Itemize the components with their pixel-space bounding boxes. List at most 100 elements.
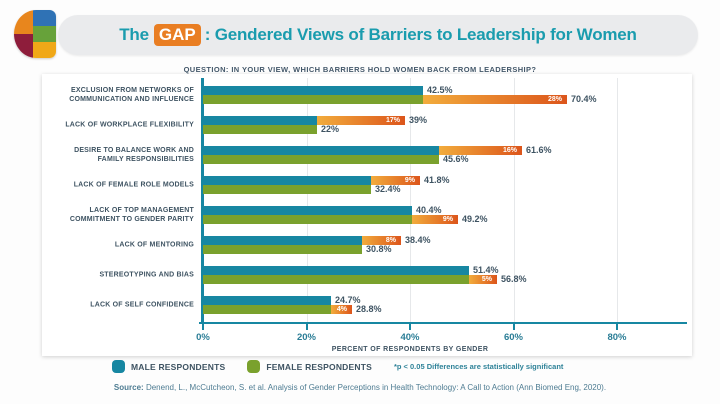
gridline bbox=[410, 78, 411, 322]
female-bar-segment bbox=[203, 185, 371, 194]
bar-pair: 24.7% 4% 28.8% bbox=[203, 296, 382, 314]
gap-segment: 5% bbox=[469, 275, 497, 284]
female-bar-segment bbox=[203, 215, 412, 224]
gap-segment: 9% bbox=[412, 215, 458, 224]
chart-row: EXCLUSION FROM NETWORKS OF COMMUNICATION… bbox=[42, 80, 692, 110]
bar-pair: 17% 39% 22% bbox=[203, 116, 427, 134]
female-bar: 28% 70.4% bbox=[203, 95, 597, 104]
gap-value-label: 8% bbox=[385, 237, 396, 244]
x-tick bbox=[512, 322, 515, 330]
male-bar: 42.5% bbox=[203, 86, 597, 95]
value-label: 22% bbox=[321, 124, 340, 134]
chart-row: LACK OF MENTORING 8% 38.4% 30.8% bbox=[42, 230, 692, 260]
chart-card: EXCLUSION FROM NETWORKS OF COMMUNICATION… bbox=[42, 74, 692, 356]
source-line: Source: Denend, L., McCutcheon, S. et al… bbox=[0, 383, 720, 392]
gap-segment: 16% bbox=[439, 146, 522, 155]
female-bar: 32.4% bbox=[203, 185, 450, 194]
chart-row: STEREOTYPING AND BIAS 51.4% 5% 56.8% bbox=[42, 260, 692, 290]
gap-segment: 17% bbox=[317, 116, 405, 125]
value-label: 51.4% bbox=[473, 265, 499, 275]
bar-pair: 51.4% 5% 56.8% bbox=[203, 266, 527, 284]
category-label: LACK OF MENTORING bbox=[114, 241, 194, 249]
gap-segment: 28% bbox=[423, 95, 567, 104]
logo bbox=[14, 10, 56, 58]
logo-cell-yellow bbox=[32, 42, 56, 58]
male-bar: 16% 61.6% bbox=[203, 146, 552, 155]
value-label: 45.6% bbox=[443, 154, 469, 164]
legend-item-female: FEMALE RESPONDENTS bbox=[247, 360, 372, 373]
female-bar: 5% 56.8% bbox=[203, 275, 527, 284]
bar-pair: 8% 38.4% 30.8% bbox=[203, 236, 431, 254]
x-tick-label: 80% bbox=[607, 332, 627, 343]
category-label: LACK OF FEMALE ROLE MODELS bbox=[73, 181, 194, 189]
male-bar-segment bbox=[203, 176, 371, 185]
legend-female-label: FEMALE RESPONDENTS bbox=[266, 361, 372, 372]
bar-pair: 40.4% 9% 49.2% bbox=[203, 206, 488, 224]
header: The GAP : Gendered Views of Barriers to … bbox=[0, 10, 720, 60]
x-tick-label: 20% bbox=[296, 332, 316, 343]
female-bar-segment bbox=[203, 275, 469, 284]
female-bar-segment bbox=[203, 95, 423, 104]
category-label: STEREOTYPING AND BIAS bbox=[99, 271, 194, 279]
gap-segment: 9% bbox=[371, 176, 420, 185]
value-label: 42.5% bbox=[427, 85, 453, 95]
x-tick bbox=[409, 322, 411, 330]
value-label: 24.7% bbox=[335, 295, 361, 305]
x-tick-label: 40% bbox=[400, 332, 420, 343]
chart-question: QUESTION: IN YOUR VIEW, WHICH BARRIERS H… bbox=[183, 65, 537, 74]
bar-pair: 16% 61.6% 45.6% bbox=[203, 146, 552, 164]
female-bar: 45.6% bbox=[203, 155, 552, 164]
chart-row: LACK OF FEMALE ROLE MODELS 9% 41.8% 32.4% bbox=[42, 170, 692, 200]
category-label: EXCLUSION FROM NETWORKS OF COMMUNICATION… bbox=[69, 86, 194, 103]
gap-segment: 8% bbox=[362, 236, 401, 245]
value-label: 30.8% bbox=[366, 244, 392, 254]
gridline bbox=[513, 78, 515, 322]
female-bar: 9% 49.2% bbox=[203, 215, 488, 224]
value-label: 49.2% bbox=[462, 214, 488, 224]
x-tick bbox=[305, 322, 308, 330]
female-bar: 30.8% bbox=[203, 245, 431, 254]
value-label: 39% bbox=[409, 115, 428, 125]
female-bar-segment bbox=[203, 155, 439, 164]
male-bar-segment bbox=[203, 296, 331, 305]
category-label: LACK OF TOP MANAGEMENT COMMITMENT TO GEN… bbox=[69, 206, 194, 223]
y-axis-line bbox=[201, 78, 204, 323]
male-bar: 17% 39% bbox=[203, 116, 427, 125]
source-label: Source: bbox=[113, 383, 144, 392]
significance-note: *p < 0.05 Differences are statistically … bbox=[393, 362, 564, 371]
bar-pair: 42.5% 28% 70.4% bbox=[203, 86, 597, 104]
value-label: 61.6% bbox=[526, 145, 552, 155]
title-gap-badge: GAP bbox=[153, 24, 201, 46]
value-label: 56.8% bbox=[501, 274, 527, 284]
title-prefix: The bbox=[119, 25, 149, 44]
female-swatch-icon bbox=[247, 360, 261, 373]
value-label: 40.4% bbox=[416, 205, 442, 215]
value-label: 38.4% bbox=[405, 235, 431, 245]
page-title: : Gendered Views of Barriers to Leadersh… bbox=[204, 25, 637, 44]
male-bar-segment bbox=[203, 266, 469, 275]
male-bar: 24.7% bbox=[203, 296, 382, 305]
male-bar-segment bbox=[203, 236, 362, 245]
value-label: 32.4% bbox=[375, 184, 401, 194]
bar-rows: EXCLUSION FROM NETWORKS OF COMMUNICATION… bbox=[42, 80, 692, 320]
male-bar: 51.4% bbox=[203, 266, 527, 275]
male-bar-segment bbox=[203, 116, 317, 125]
chart-row: LACK OF SELF CONFIDENCE 24.7% 4% 28.8% bbox=[42, 290, 692, 320]
x-tick-label: 0% bbox=[196, 332, 210, 343]
legend-item-male: MALE RESPONDENTS bbox=[112, 360, 225, 373]
male-bar: 8% 38.4% bbox=[203, 236, 431, 245]
gap-value-label: 4% bbox=[336, 306, 347, 313]
male-bar-segment bbox=[203, 206, 412, 215]
category-label: LACK OF WORKPLACE FLEXIBILITY bbox=[65, 121, 194, 129]
logo-cell-blue bbox=[32, 10, 56, 26]
gap-value-label: 28% bbox=[547, 96, 562, 103]
logo-cell-green bbox=[32, 26, 56, 42]
category-label: LACK OF SELF CONFIDENCE bbox=[90, 301, 194, 309]
gap-segment: 4% bbox=[331, 305, 352, 314]
gap-value-label: 5% bbox=[481, 276, 492, 283]
logo-cell-orange bbox=[14, 10, 33, 34]
female-bar-segment bbox=[203, 245, 362, 254]
source-text: Denend, L., McCutcheon, S. et al. Analys… bbox=[143, 383, 607, 392]
gap-value-label: 9% bbox=[404, 177, 415, 184]
female-bar-segment bbox=[203, 125, 317, 134]
